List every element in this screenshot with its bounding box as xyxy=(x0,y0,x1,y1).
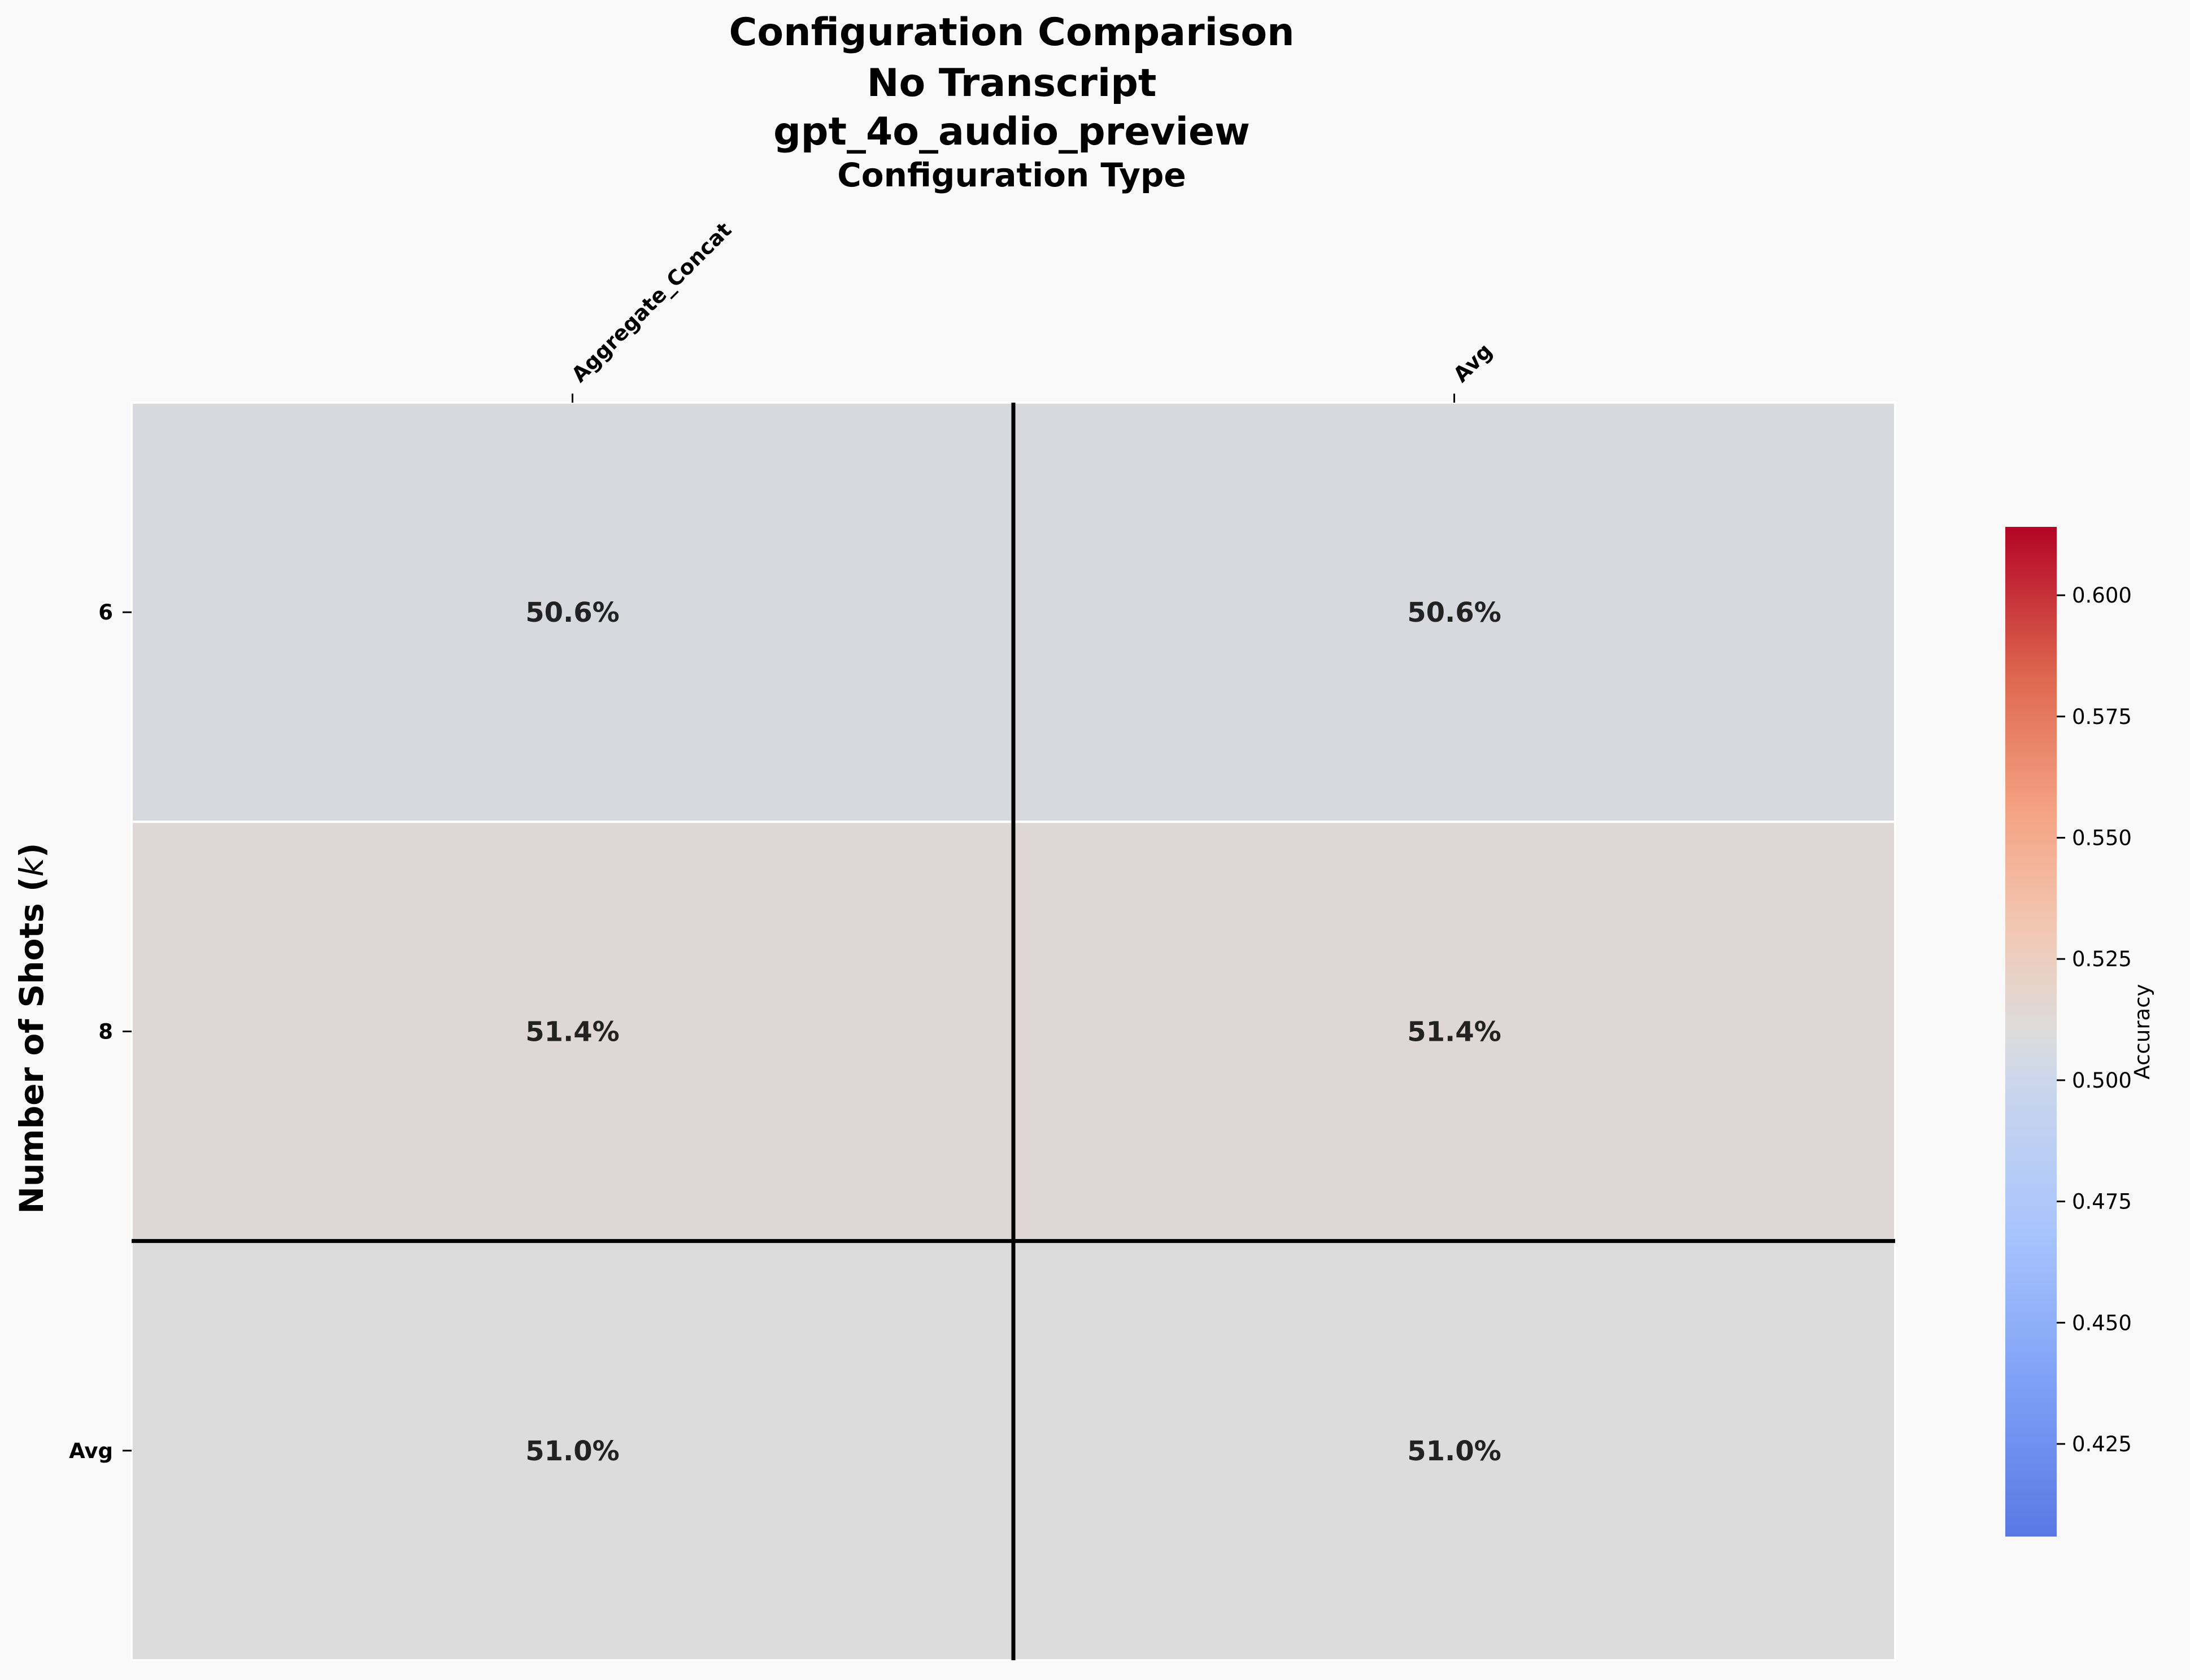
cell-value-label: 51.4% xyxy=(525,1016,620,1048)
y-axis-label: Number of Shots (k) xyxy=(12,843,51,1214)
y-axis-label-main: Number of Shots ( xyxy=(12,877,51,1214)
separator-lines xyxy=(132,403,1895,1660)
colorbar-ticks: 0.425 0.450 0.475 0.500 0.525 0.550 0.575 0.600 xyxy=(2057,583,2132,1456)
colorbar-tick-label: 0.450 xyxy=(2072,1311,2132,1335)
colorbar-tick-label: 0.425 xyxy=(2072,1432,2132,1456)
chart-title: Configuration Comparison No Transcript g… xyxy=(729,10,1294,154)
title-line-2: No Transcript xyxy=(867,61,1157,106)
colorbar-tick-label: 0.500 xyxy=(2072,1068,2132,1093)
colorbar-label: Accuracy xyxy=(2130,984,2154,1080)
cell-value-label: 50.6% xyxy=(525,597,620,629)
y-axis-label-symbol: k xyxy=(12,857,51,877)
y-tick-label: 8 xyxy=(98,1020,113,1044)
cell-value-label: 51.4% xyxy=(1407,1016,1501,1048)
heatmap-cell xyxy=(1012,402,1896,823)
y-axis-label-close: ) xyxy=(12,843,51,858)
heatmap-cell-labels: 50.6% 50.6% 51.4% 51.4% 51.0% 51.0% xyxy=(525,597,1501,1467)
x-axis-label: Configuration Type xyxy=(837,156,1186,194)
cell-value-label: 51.0% xyxy=(1407,1435,1501,1467)
heatmap-cell xyxy=(130,821,1015,1242)
heatmap-cell xyxy=(130,402,1015,823)
heatmap-cell xyxy=(1012,1240,1896,1662)
y-tick-labels: 6 8 Avg xyxy=(69,600,132,1463)
colorbar-tick-label: 0.550 xyxy=(2072,826,2132,850)
y-tick-label: 6 xyxy=(98,600,113,625)
colorbar-tick-label: 0.575 xyxy=(2072,705,2132,729)
colorbar-tick-label: 0.475 xyxy=(2072,1190,2132,1214)
heatmap-cell xyxy=(1012,821,1896,1242)
cell-value-label: 50.6% xyxy=(1407,597,1501,629)
cell-value-label: 51.0% xyxy=(525,1435,620,1467)
y-tick-label: Avg xyxy=(69,1439,113,1463)
colorbar-tick-label: 0.600 xyxy=(2072,583,2132,608)
colorbar xyxy=(2005,527,2057,1537)
heatmap-cells xyxy=(130,402,1896,1662)
title-line-3: gpt_4o_audio_preview xyxy=(773,110,1250,154)
heatmap-cell xyxy=(130,1240,1015,1662)
title-line-1: Configuration Comparison xyxy=(729,10,1294,55)
colorbar-tick-label: 0.525 xyxy=(2072,947,2132,971)
